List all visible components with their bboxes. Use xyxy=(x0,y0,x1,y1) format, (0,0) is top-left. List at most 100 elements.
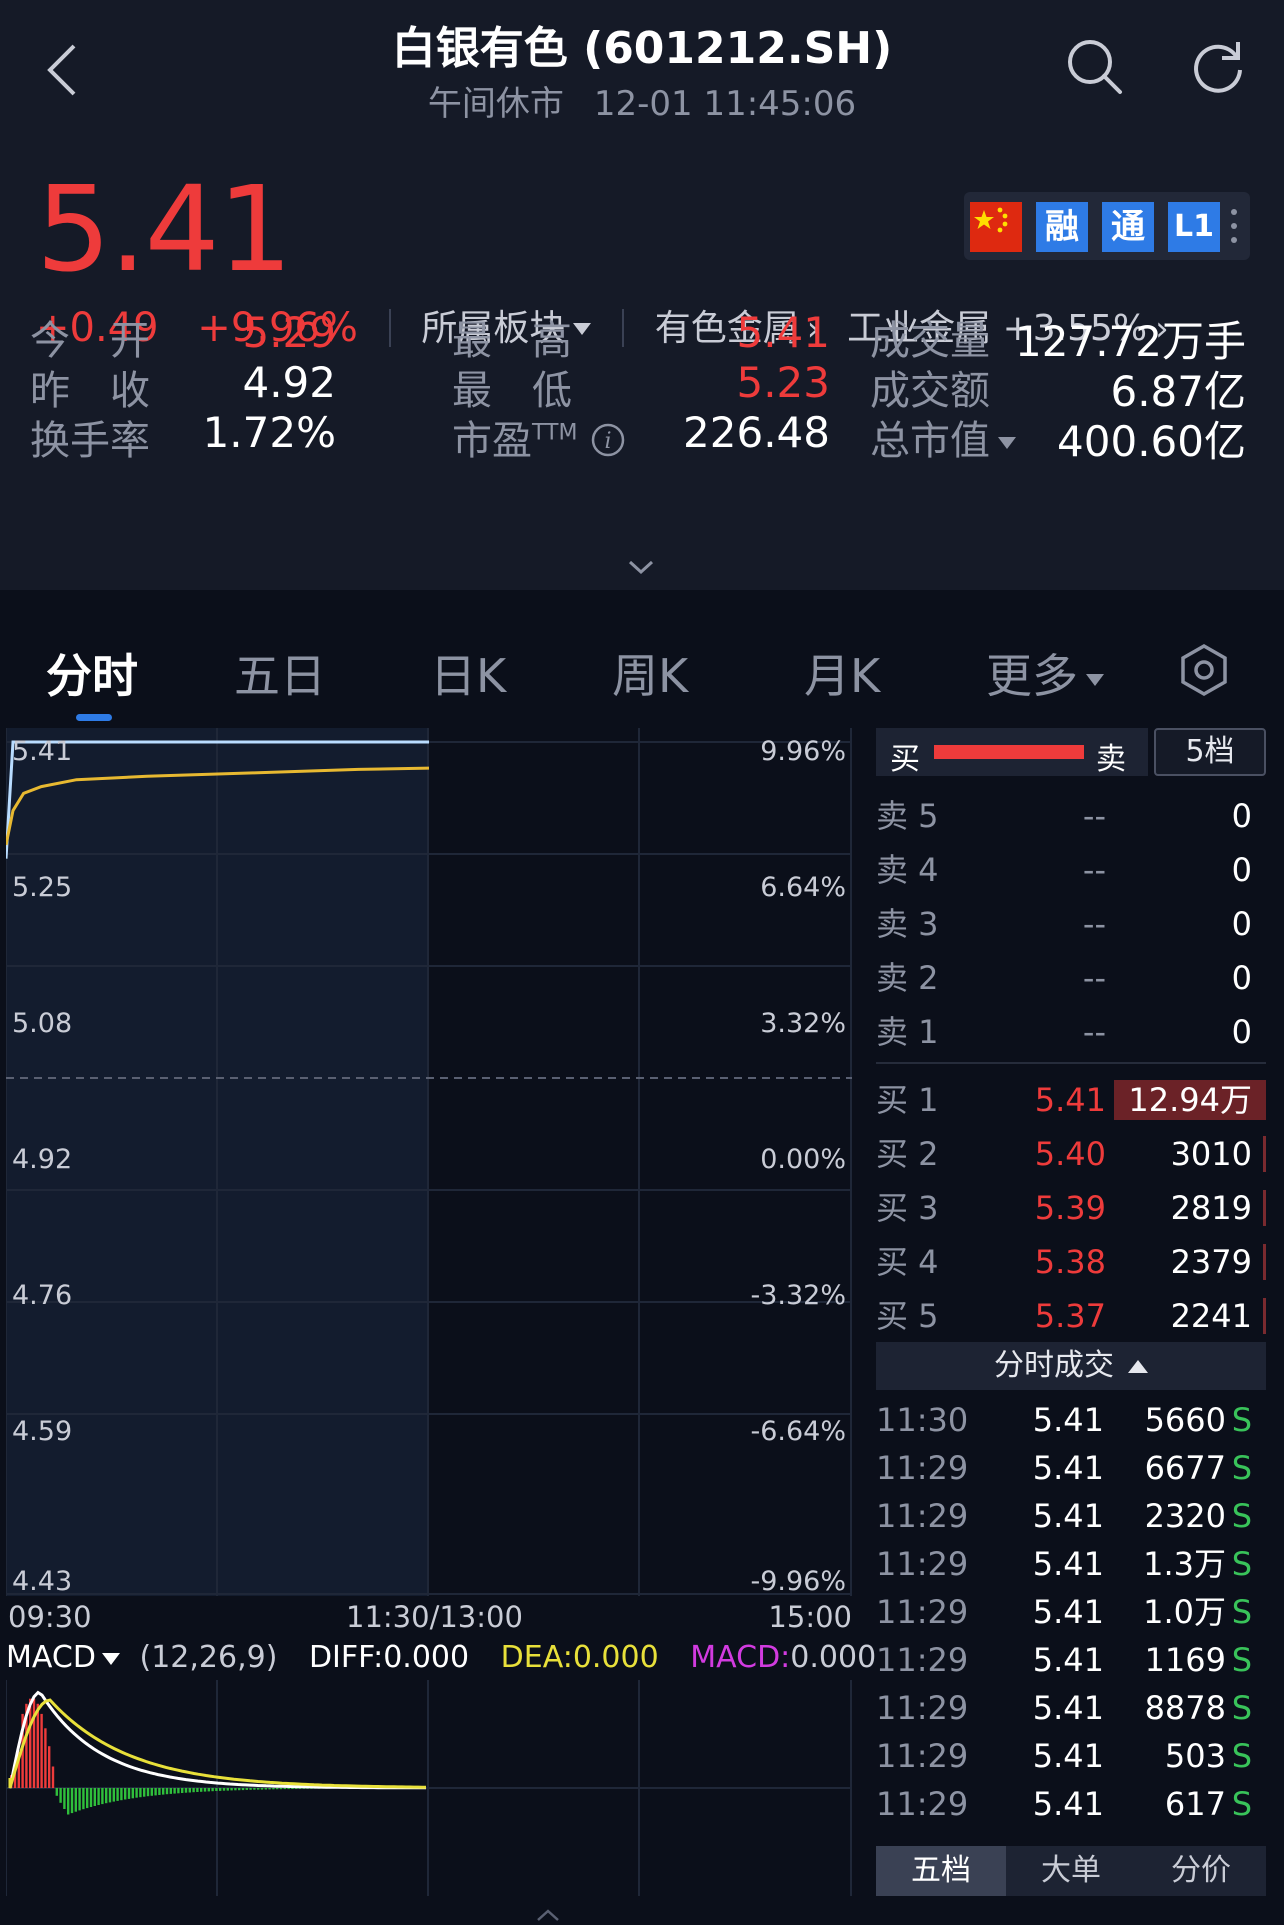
pe-value: 226.48 xyxy=(683,408,830,457)
trading-status: 午间休市 xyxy=(427,84,564,124)
level-price: 5.37 xyxy=(1034,1297,1106,1335)
sector-link-industrial[interactable]: 工业金属 +3.55% › xyxy=(847,301,1183,355)
settings-icon[interactable] xyxy=(1176,642,1232,698)
macd-chart[interactable] xyxy=(6,1680,852,1896)
level-label: 买 3 xyxy=(876,1189,939,1227)
low-label: 最 低 xyxy=(452,368,572,414)
ask-row[interactable]: 卖 5 -- 0 xyxy=(876,790,1266,842)
trade-time: 11:29 xyxy=(876,1641,969,1679)
macd-bar xyxy=(29,1698,32,1788)
depth-level-button[interactable]: 5档 xyxy=(1154,728,1266,776)
ask-row[interactable]: 卖 1 -- 0 xyxy=(876,1006,1266,1058)
ask-row[interactable]: 卖 3 -- 0 xyxy=(876,898,1266,950)
macd-selector[interactable]: MACD xyxy=(6,1640,120,1675)
back-arrow-icon[interactable] xyxy=(40,40,84,100)
macd-bar xyxy=(154,1788,157,1796)
connect-badge[interactable]: 通 xyxy=(1102,202,1154,252)
trade-row: 11:29 5.41 1169 S xyxy=(876,1636,1266,1684)
macd-bar xyxy=(165,1788,169,1795)
chevron-right-icon: › xyxy=(1155,309,1169,349)
chevron-down-icon[interactable] xyxy=(626,556,656,578)
price-change-pct: +9.96% xyxy=(197,305,358,351)
chevron-up-icon[interactable] xyxy=(534,1908,562,1922)
ask-row[interactable]: 卖 4 -- 0 xyxy=(876,844,1266,896)
macd-bar xyxy=(40,1713,43,1788)
quote-time: 12-01 11:45:06 xyxy=(593,84,857,124)
active-tab-indicator xyxy=(76,714,112,721)
mktcap-value: 400.60亿 xyxy=(1057,417,1246,466)
trades-list[interactable]: 11:30 5.41 5660 S 11:29 5.41 6677 S 11:29 5.41 232… xyxy=(876,1396,1266,1836)
level-volume: 0 xyxy=(1231,1013,1252,1051)
macd-bar xyxy=(203,1788,207,1792)
level1-badge[interactable]: L1 xyxy=(1168,202,1220,252)
tab-monthly-k[interactable]: 月K xyxy=(804,649,881,703)
y-tick-label: 4.92 xyxy=(12,1144,73,1175)
trade-time: 11:29 xyxy=(876,1593,969,1631)
avg-price-line xyxy=(6,766,430,846)
macd-bar xyxy=(302,1788,305,1789)
svg-text:i: i xyxy=(605,429,612,454)
tab-five-day[interactable]: 五日 xyxy=(234,649,326,703)
trade-price: 5.41 xyxy=(1032,1641,1104,1679)
bid-row[interactable]: 买 1 5.41 12.94万 xyxy=(876,1074,1266,1126)
trade-side: S xyxy=(1231,1593,1252,1631)
sector-link-nonferrous[interactable]: 有色金属 › xyxy=(655,301,835,355)
macd-bar xyxy=(264,1788,267,1790)
bid-row[interactable]: 买 5 5.37 2241 xyxy=(876,1290,1266,1342)
level-volume: 0 xyxy=(1231,797,1252,835)
macd-bar xyxy=(222,1788,226,1791)
volume-tick xyxy=(1263,1244,1266,1280)
level-volume: 0 xyxy=(1231,905,1252,943)
bid-row[interactable]: 买 4 5.38 2379 xyxy=(876,1236,1266,1288)
macd-bar xyxy=(74,1788,77,1812)
tab-five-levels[interactable]: 五档 xyxy=(876,1846,1006,1896)
time-tick-label: 09:30 xyxy=(8,1600,92,1634)
level-label: 卖 5 xyxy=(876,797,939,835)
sell-label: 卖 xyxy=(1096,742,1126,777)
trade-price: 5.41 xyxy=(1032,1449,1104,1487)
trade-side: S xyxy=(1231,1641,1252,1679)
intraday-chart[interactable] xyxy=(6,728,852,1596)
trade-volume: 1504 xyxy=(1145,1828,1226,1836)
tab-weekly-k[interactable]: 周K xyxy=(612,649,689,703)
macd-bar xyxy=(234,1788,237,1791)
sector-dropdown[interactable]: 所属板块 xyxy=(421,301,592,355)
ask-row[interactable]: 卖 2 -- 0 xyxy=(876,952,1266,1004)
tab-more[interactable]: 更多 xyxy=(986,640,1104,706)
macd-bar xyxy=(70,1788,74,1814)
macd-bar xyxy=(146,1788,150,1797)
macd-bar xyxy=(291,1788,294,1789)
pe-label-text: 市盈 xyxy=(452,418,532,464)
macd-bar xyxy=(150,1788,153,1796)
macd-bar xyxy=(25,1703,28,1788)
trade-row: 11:29 5.41 1.0万 S xyxy=(876,1588,1266,1636)
order-book-header: 买 卖 5档 xyxy=(876,728,1266,780)
macd-bar xyxy=(162,1788,165,1795)
macd-bar xyxy=(93,1788,96,1806)
tab-daily-k[interactable]: 日K xyxy=(430,649,507,703)
mktcap-dropdown[interactable]: 总市值 xyxy=(870,408,1016,466)
china-flag-icon[interactable] xyxy=(970,202,1022,252)
open-value: 5.29 xyxy=(242,308,336,357)
tab-price-distribution[interactable]: 分价 xyxy=(1136,1846,1266,1896)
amount-value: 6.87亿 xyxy=(1110,367,1246,416)
search-icon[interactable] xyxy=(1062,34,1126,98)
price-line xyxy=(6,740,429,859)
trade-row: 11:29 5.41 617 S xyxy=(876,1780,1266,1828)
macd-macd-value: 0.000 xyxy=(790,1640,877,1675)
bid-row[interactable]: 买 3 5.39 2819 xyxy=(876,1182,1266,1234)
margin-badge[interactable]: 融 xyxy=(1036,202,1088,252)
bid-row[interactable]: 买 2 5.40 3010 xyxy=(876,1128,1266,1180)
more-vertical-icon[interactable] xyxy=(1226,202,1242,252)
refresh-icon[interactable] xyxy=(1186,34,1250,98)
trade-price: 5.41 xyxy=(1033,1828,1104,1836)
tab-large-orders[interactable]: 大单 xyxy=(1006,1846,1136,1896)
info-icon[interactable]: i xyxy=(590,422,626,458)
macd-bar xyxy=(67,1788,70,1815)
tab-intraday[interactable]: 分时 xyxy=(46,649,138,703)
divider xyxy=(388,309,391,347)
tab-more-label: 更多 xyxy=(986,649,1078,703)
trades-header[interactable]: 分时成交 xyxy=(876,1342,1266,1390)
level-price: 5.39 xyxy=(1034,1189,1106,1227)
level-label: 买 5 xyxy=(876,1297,939,1335)
